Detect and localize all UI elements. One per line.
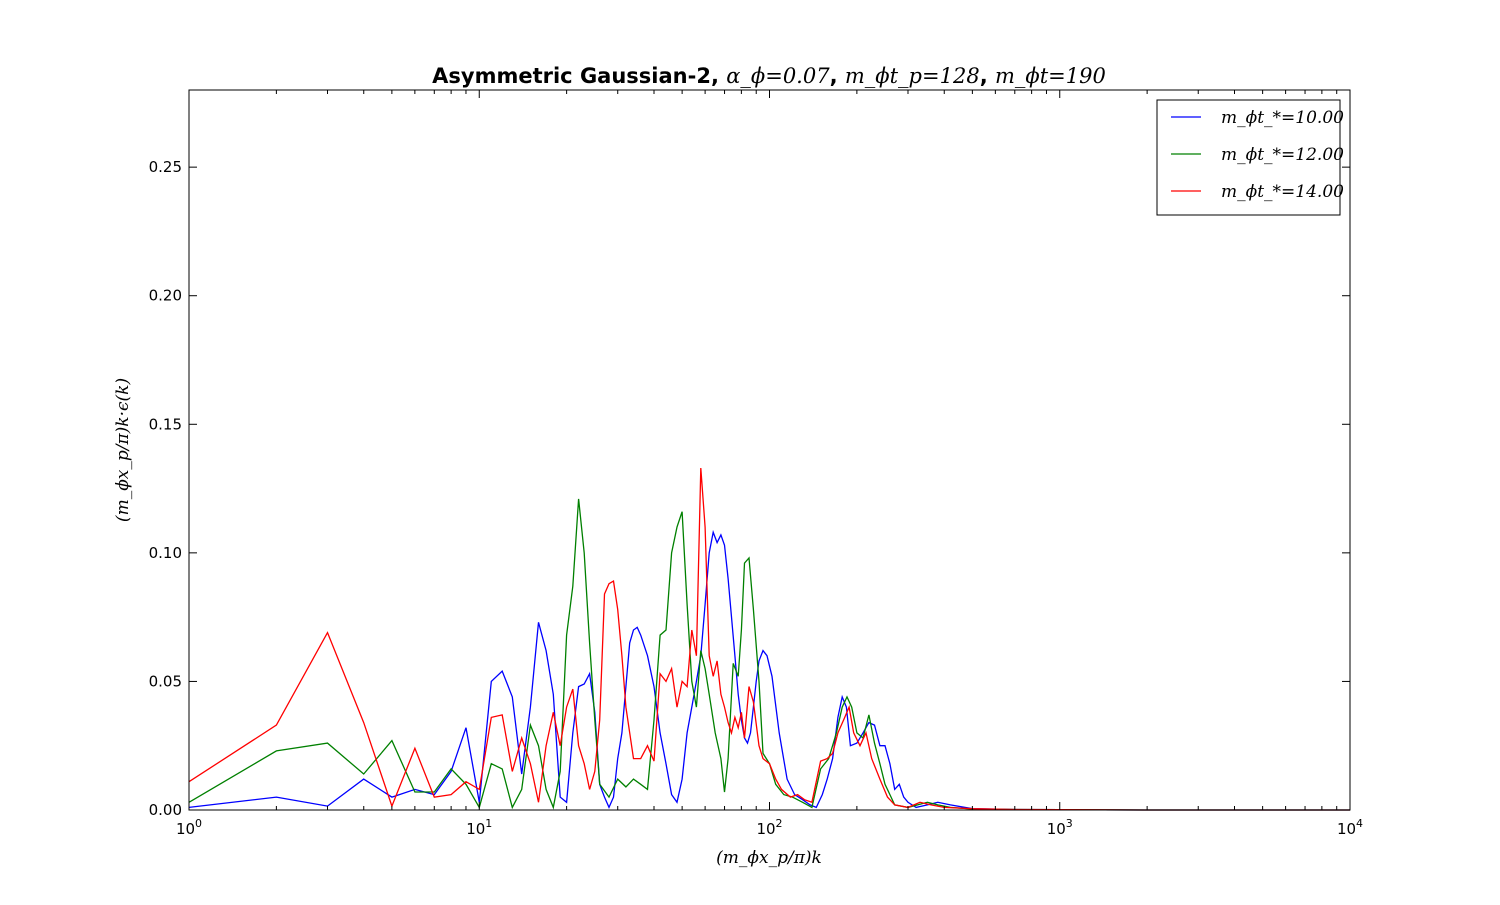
title-param-alpha: α_ϕ=0.07 xyxy=(726,64,830,88)
plot-lines xyxy=(188,467,1350,811)
legend-label-2: m_ϕt_*=12.00 xyxy=(1221,145,1344,165)
x-axis-label: (m_ϕx_p/π)k xyxy=(716,848,822,868)
legend-label-3: m_ϕt_*=14.00 xyxy=(1221,182,1344,202)
plot-frame xyxy=(188,89,1351,811)
x-tick-label: 102 xyxy=(756,817,782,838)
legend: m_ϕt_*=10.00 m_ϕt_*=12.00 m_ϕt_*=14.00 xyxy=(1156,99,1344,216)
y-tick-label: 0.25 xyxy=(149,158,182,176)
x-tick-label: 104 xyxy=(1337,817,1363,838)
series-line-3 xyxy=(188,467,1350,811)
y-axis-ticks: 0.00 0.05 0.10 0.15 0.20 0.25 xyxy=(149,158,1350,819)
x-tick-label: 100 xyxy=(176,817,202,838)
x-tick-label: 103 xyxy=(1047,817,1073,838)
x-axis-ticks: 100 101 102 103 104 xyxy=(176,90,1363,838)
y-tick-label: 0.00 xyxy=(149,801,182,819)
y-tick-label: 0.15 xyxy=(149,415,182,433)
legend-box xyxy=(1156,99,1341,216)
y-tick-label: 0.20 xyxy=(149,287,182,305)
title-prefix: Asymmetric Gaussian-2, xyxy=(432,64,726,88)
x-tick-label: 101 xyxy=(466,817,492,838)
series-line-1 xyxy=(188,529,1350,811)
title-param-t: m_ϕt=190 xyxy=(995,64,1106,88)
series-line-2 xyxy=(188,498,1350,811)
y-tick-label: 0.05 xyxy=(149,672,182,690)
chart-title: Asymmetric Gaussian-2, α_ϕ=0.07, m_ϕt_p=… xyxy=(432,64,1106,88)
title-param-tp: m_ϕt_p=128 xyxy=(845,64,980,88)
legend-label-1: m_ϕt_*=10.00 xyxy=(1221,108,1344,128)
y-axis-label: (m_ϕx_p/π)k·ϵ(k) xyxy=(113,378,133,522)
title-separator-2: , xyxy=(980,64,995,88)
y-tick-label: 0.10 xyxy=(149,544,182,562)
title-separator-1: , xyxy=(830,64,845,88)
